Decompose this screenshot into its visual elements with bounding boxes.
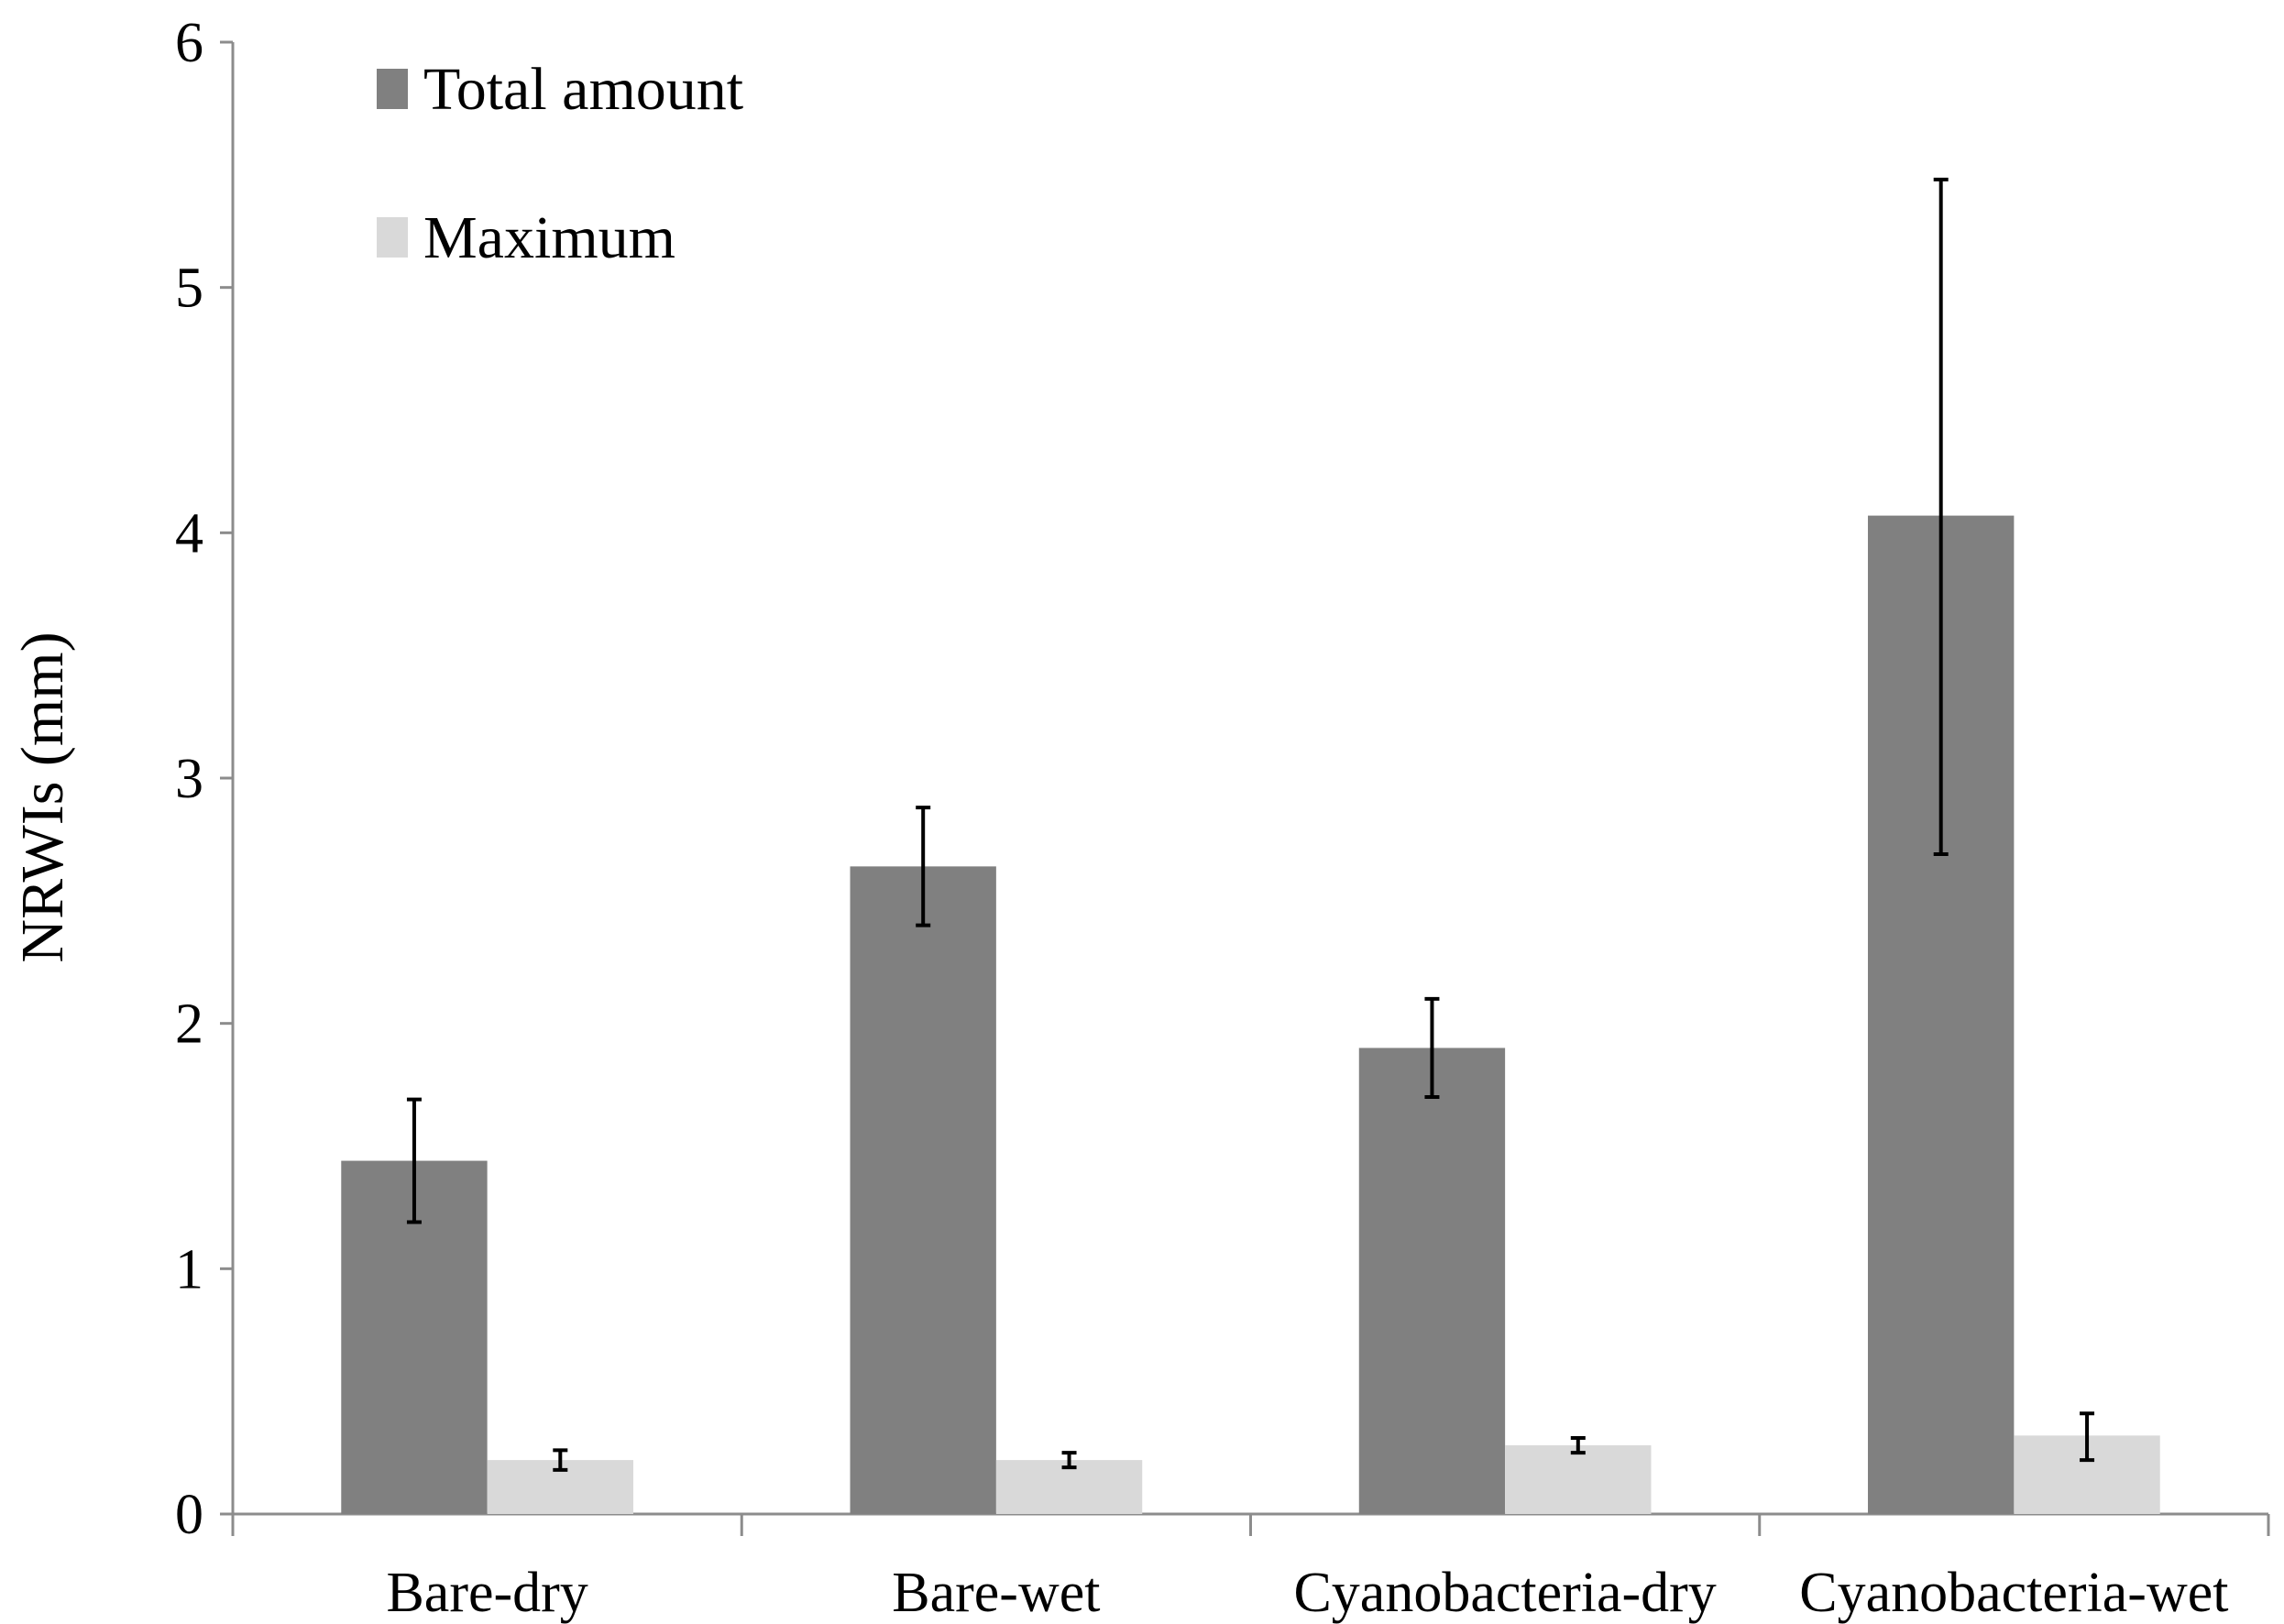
error-bars — [406, 177, 2095, 1472]
y-axis-label: NRWIs (mm) — [9, 631, 76, 962]
category-label: Bare-wet — [892, 1562, 1100, 1624]
y-tick-label: 4 — [175, 502, 203, 565]
category-labels: Bare-dry Bare-wet Cyanobacteria-dry Cyanoba… — [386, 1562, 2228, 1624]
legend-swatch — [377, 217, 408, 258]
y-tick-label: 0 — [175, 1484, 203, 1546]
legend-swatch — [377, 69, 408, 109]
y-axis: 0 1 2 3 4 5 6 — [175, 12, 235, 1546]
bar-total-amount — [850, 866, 996, 1514]
category-label: Cyanobacteria-wet — [1799, 1562, 2228, 1624]
legend: Total amount Maximum — [377, 56, 743, 271]
x-axis — [231, 1512, 2270, 1536]
bars — [341, 515, 2160, 1514]
y-tick-label: 1 — [175, 1238, 203, 1300]
y-tick-label: 3 — [175, 748, 203, 810]
y-tick-label: 2 — [175, 993, 203, 1056]
y-tick-label: 6 — [175, 12, 203, 74]
legend-label: Maximum — [423, 204, 675, 271]
legend-label: Total amount — [423, 56, 743, 123]
category-label: Cyanobacteria-dry — [1293, 1562, 1716, 1624]
bar-total-amount — [1358, 1048, 1506, 1514]
y-tick-label: 5 — [175, 258, 203, 320]
category-label: Bare-dry — [386, 1562, 587, 1624]
bar-maximum — [1505, 1445, 1652, 1514]
